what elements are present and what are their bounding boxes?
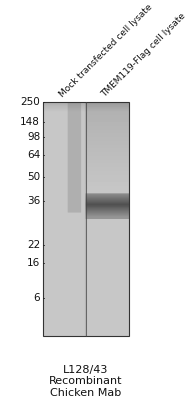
Text: 6: 6 xyxy=(33,292,40,302)
Text: TMEM119-Flag cell lysate: TMEM119-Flag cell lysate xyxy=(99,12,187,99)
Text: 50: 50 xyxy=(27,172,40,182)
Text: Mock transfected cell lysate: Mock transfected cell lysate xyxy=(58,3,154,99)
Text: 148: 148 xyxy=(20,117,40,127)
Text: L128/43
Recombinant
Chicken Mab: L128/43 Recombinant Chicken Mab xyxy=(49,365,122,398)
Text: 22: 22 xyxy=(27,240,40,250)
Text: 16: 16 xyxy=(27,258,40,268)
Text: 64: 64 xyxy=(27,150,40,160)
Text: 98: 98 xyxy=(27,132,40,142)
Text: 250: 250 xyxy=(20,97,40,107)
Text: 36: 36 xyxy=(27,196,40,206)
